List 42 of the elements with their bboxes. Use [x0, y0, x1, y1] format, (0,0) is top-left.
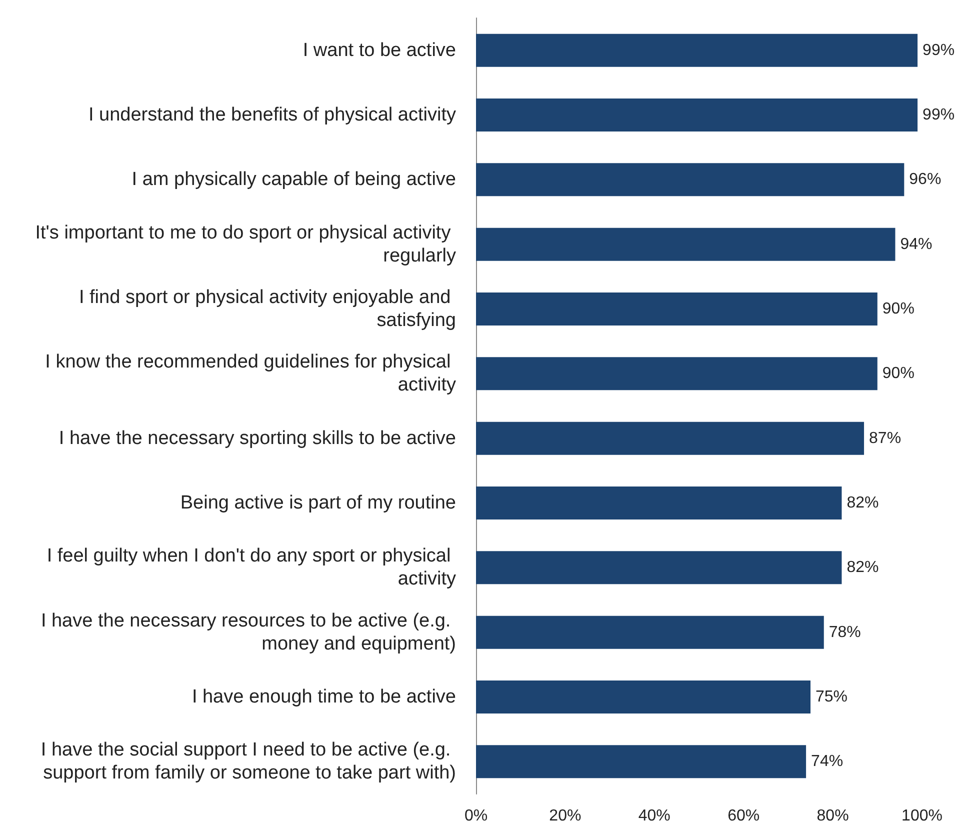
bar [476, 98, 918, 132]
bar [476, 616, 824, 649]
bar [476, 357, 878, 390]
bar [476, 228, 896, 261]
bar [476, 486, 842, 520]
data-label: 96% [909, 171, 942, 188]
y-tick-label: I have the social support I need to be active (e.g. support from family or someone to take part with) [40, 740, 456, 784]
y-tick-label: I find sport or physical activity enjoyable and satisfying [78, 287, 456, 331]
bar [476, 745, 806, 778]
y-tick-label: I have the necessary sporting skills to be active [58, 428, 456, 449]
y-tick-label: It's important to me to do sport or physical activity regularly [35, 222, 456, 266]
x-tick-label: 0% [464, 808, 488, 824]
bar [476, 163, 904, 196]
x-tick-label: 60% [728, 808, 760, 824]
y-tick-label: I want to be active [302, 40, 456, 61]
data-label: 74% [811, 753, 844, 770]
data-label: 99% [922, 42, 955, 59]
data-label: 94% [900, 236, 932, 253]
data-label: 82% [846, 559, 879, 576]
y-tick-label: I feel guilty when I don't do any sport or physical activity [46, 546, 456, 590]
x-tick-label: 20% [549, 808, 582, 824]
y-tick-label: I am physically capable of being active [132, 169, 456, 190]
data-label: 75% [816, 688, 848, 706]
x-tick-label: 40% [638, 808, 670, 824]
bar [476, 680, 810, 714]
y-tick-label: Being active is part of my routine [180, 492, 456, 514]
data-label: 90% [882, 300, 914, 318]
x-tick-label: 80% [816, 808, 849, 824]
bar [476, 34, 918, 67]
data-label: 82% [846, 494, 879, 512]
bar [476, 551, 842, 584]
y-tick-label: I understand the benefits of physical activity [88, 104, 456, 126]
y-tick-label: I have enough time to be active [192, 686, 456, 708]
bar [476, 422, 864, 455]
data-label: 87% [869, 430, 902, 447]
bar [476, 292, 878, 326]
data-label: 90% [882, 365, 914, 382]
y-tick-label: I know the recommended guidelines for physical activity [45, 352, 456, 396]
data-label: 99% [922, 106, 955, 124]
x-tick-label: 100% [902, 808, 942, 824]
y-tick-label: I have the necessary resources to be active (e.g. money and equipment) [40, 610, 456, 654]
data-label: 78% [828, 624, 861, 641]
